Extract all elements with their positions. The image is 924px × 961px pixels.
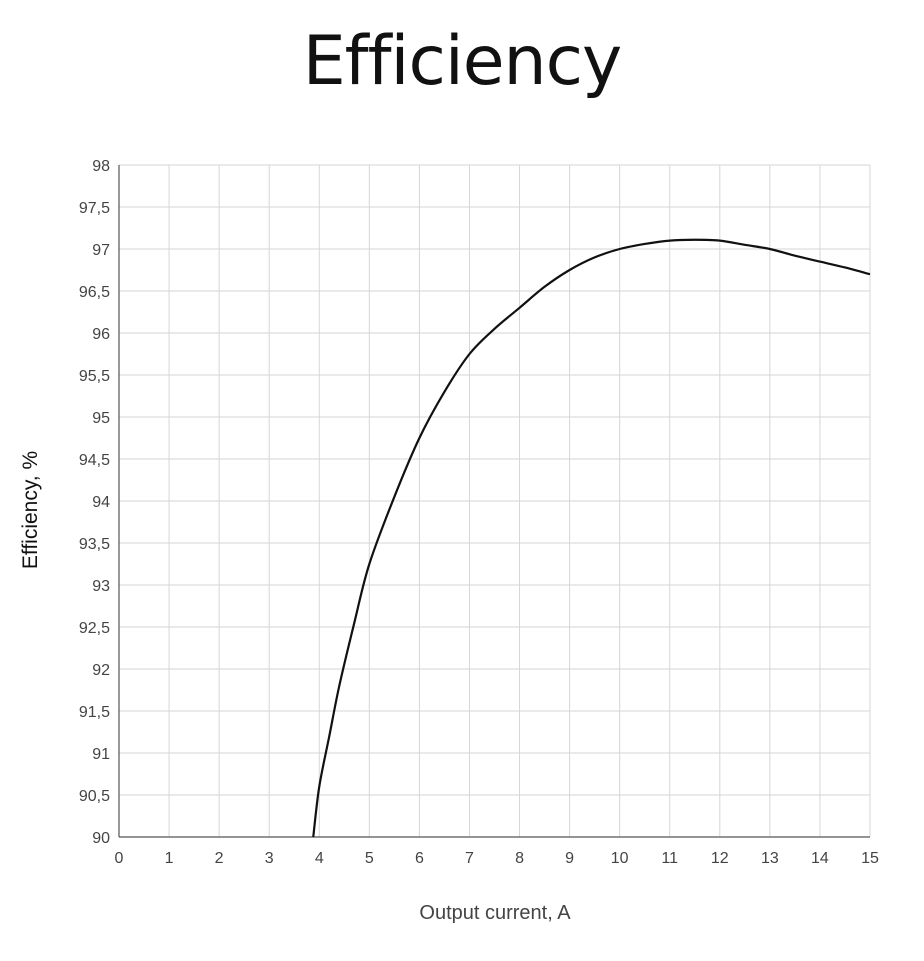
series xyxy=(312,238,871,838)
x-tick-label: 4 xyxy=(315,850,324,867)
y-axis-label: Efficiency, % xyxy=(19,451,42,569)
efficiency-series-line xyxy=(312,238,871,838)
x-tick-labels: 0 1 2 3 4 5 6 7 8 9 10 11 12 13 14 15 xyxy=(115,850,879,867)
x-tick-label: 8 xyxy=(515,850,524,867)
y-tick-label: 94,5 xyxy=(79,452,110,469)
y-tick-label: 94 xyxy=(92,494,110,511)
y-tick-label: 93 xyxy=(92,578,110,595)
y-tick-labels: 90 90,5 91 91,5 92 92,5 93 93,5 94 94,5 95 95,5 96 96… xyxy=(79,158,110,847)
x-tick-label: 15 xyxy=(861,850,879,867)
chart-title: Efficiency xyxy=(302,22,623,101)
y-tick-label: 95,5 xyxy=(79,368,110,385)
x-tick-label: 7 xyxy=(465,850,474,867)
y-tick-label: 95 xyxy=(92,410,110,427)
x-tick-label: 12 xyxy=(711,850,729,867)
x-tick-label: 6 xyxy=(415,850,424,867)
axes xyxy=(118,165,870,838)
y-tick-label: 97,5 xyxy=(79,200,110,217)
y-tick-label: 90,5 xyxy=(79,788,110,805)
x-tick-label: 2 xyxy=(215,850,224,867)
x-tick-label: 11 xyxy=(661,850,678,867)
y-tick-label: 91,5 xyxy=(79,704,110,721)
x-axis-label: Output current, A xyxy=(419,902,571,924)
y-tick-label: 93,5 xyxy=(79,536,110,553)
grid xyxy=(118,164,871,838)
y-tick-label: 96,5 xyxy=(79,284,110,301)
x-tick-label: 9 xyxy=(565,850,574,867)
y-tick-label: 91 xyxy=(92,746,110,763)
x-tick-label: 1 xyxy=(165,850,174,867)
y-tick-label: 98 xyxy=(92,158,110,175)
x-tick-label: 5 xyxy=(365,850,374,867)
y-tick-label: 92,5 xyxy=(79,620,110,637)
x-tick-label: 3 xyxy=(265,850,274,867)
y-tick-label: 96 xyxy=(92,326,110,343)
x-tick-label: 0 xyxy=(115,850,124,867)
y-tick-label: 97 xyxy=(92,242,110,259)
y-tick-label: 90 xyxy=(92,830,110,847)
x-tick-label: 13 xyxy=(761,850,779,867)
x-tick-label: 14 xyxy=(811,850,829,867)
x-tick-label: 10 xyxy=(611,850,629,867)
y-tick-label: 92 xyxy=(92,662,110,679)
